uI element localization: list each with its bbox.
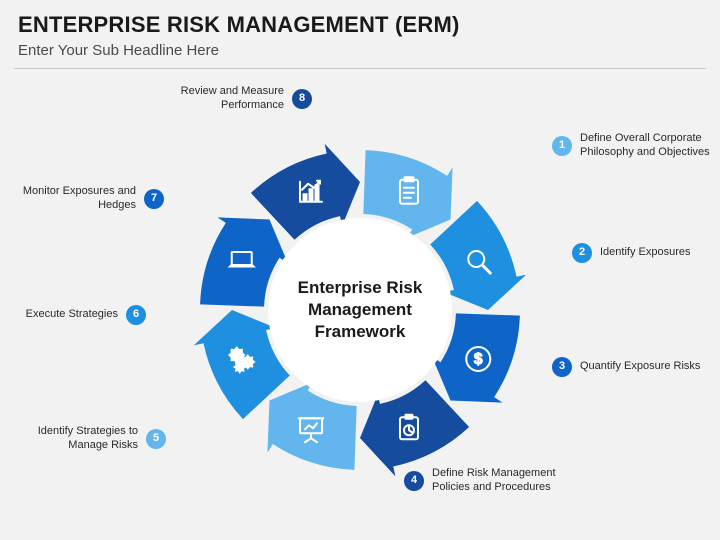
- step-6: 6 Execute Strategies: [26, 305, 146, 325]
- step-badge-3: 3: [552, 357, 572, 377]
- page-title: ENTERPRISE RISK MANAGEMENT (ERM): [18, 12, 460, 38]
- svg-text:$: $: [474, 351, 483, 368]
- step-3: 3 Quantify Exposure Risks: [552, 357, 700, 377]
- step-label-1: Define Overall Corporate Philosophy and …: [580, 132, 720, 160]
- step-7: 7 Monitor Exposures and Hedges: [0, 185, 164, 213]
- page-subtitle: Enter Your Sub Headline Here: [18, 42, 219, 59]
- step-label-3: Quantify Exposure Risks: [580, 360, 700, 374]
- step-5: 5 Identify Strategies to Manage Risks: [0, 425, 166, 453]
- step-badge-2: 2: [572, 243, 592, 263]
- step-label-2: Identify Exposures: [600, 246, 691, 260]
- step-badge-8: 8: [292, 89, 312, 109]
- step-label-7: Monitor Exposures and Hedges: [0, 185, 136, 213]
- step-2: 2 Identify Exposures: [572, 243, 691, 263]
- step-badge-1: 1: [552, 136, 572, 156]
- center-label: Enterprise Risk Management Framework: [270, 277, 450, 343]
- step-badge-5: 5: [146, 429, 166, 449]
- step-1: 1 Define Overall Corporate Philosophy and…: [552, 132, 720, 160]
- step-badge-6: 6: [126, 305, 146, 325]
- step-8: 8 Review and Measure Performance: [144, 85, 312, 113]
- step-label-5: Identify Strategies to Manage Risks: [0, 425, 138, 453]
- step-badge-4: 4: [404, 471, 424, 491]
- step-label-6: Execute Strategies: [26, 308, 118, 322]
- step-label-4: Define Risk Management Policies and Proc…: [432, 467, 572, 495]
- step-4: 4 Define Risk Management Policies and Pro…: [404, 467, 572, 495]
- title-divider: [14, 68, 706, 69]
- erm-cycle-diagram: $ Enterprise Risk Management Framework 1…: [0, 80, 720, 540]
- step-label-8: Review and Measure Performance: [144, 85, 284, 113]
- step-badge-7: 7: [144, 189, 164, 209]
